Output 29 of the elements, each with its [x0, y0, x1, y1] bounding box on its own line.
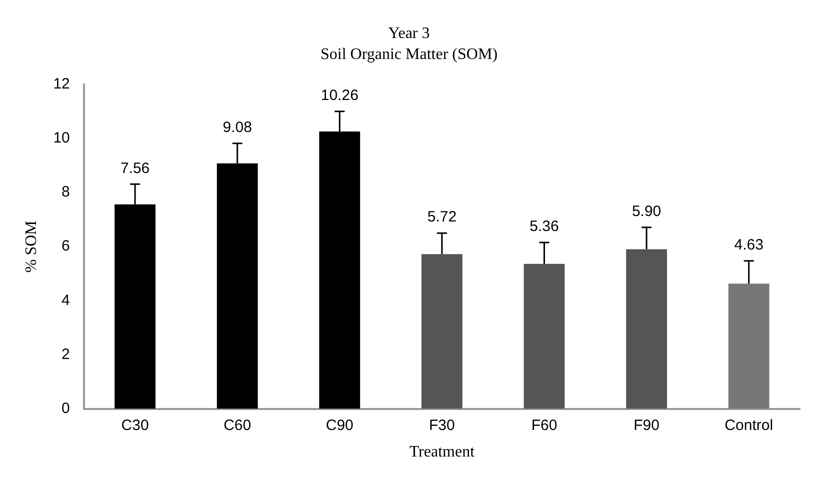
data-label: 9.08 — [222, 118, 252, 136]
y-axis-title: % SOM — [22, 220, 40, 273]
y-tick-label: 2 — [62, 346, 70, 363]
x-tick-label: C60 — [224, 416, 252, 434]
x-tick-label: F90 — [634, 416, 660, 434]
bar — [728, 284, 770, 409]
y-tick-label: 6 — [62, 238, 70, 255]
data-label: 5.36 — [530, 218, 559, 236]
chart-subtitle: Soil Organic Matter (SOM) — [320, 46, 498, 64]
chart-title: Year 3 — [388, 24, 430, 42]
y-tick-label: 10 — [53, 130, 70, 147]
data-label: 5.72 — [427, 208, 457, 226]
x-tick-label: C90 — [326, 416, 354, 434]
x-tick-label: C30 — [121, 416, 149, 434]
data-label: 4.63 — [734, 236, 764, 254]
x-axis-title: Treatment — [409, 444, 476, 461]
x-tick-label: Control — [724, 416, 774, 434]
data-label: 10.26 — [320, 87, 358, 104]
bar — [421, 254, 462, 409]
y-tick-label: 8 — [62, 184, 70, 201]
bar — [626, 249, 668, 409]
x-tick-label: F60 — [531, 416, 558, 434]
y-tick-label: 4 — [62, 292, 70, 309]
data-label: 5.90 — [632, 203, 662, 220]
x-tick-label: F30 — [429, 416, 455, 434]
y-tick-label: 12 — [53, 76, 70, 93]
data-label: 7.56 — [120, 160, 150, 177]
y-tick-label: 0 — [62, 400, 70, 417]
bar — [524, 264, 565, 409]
